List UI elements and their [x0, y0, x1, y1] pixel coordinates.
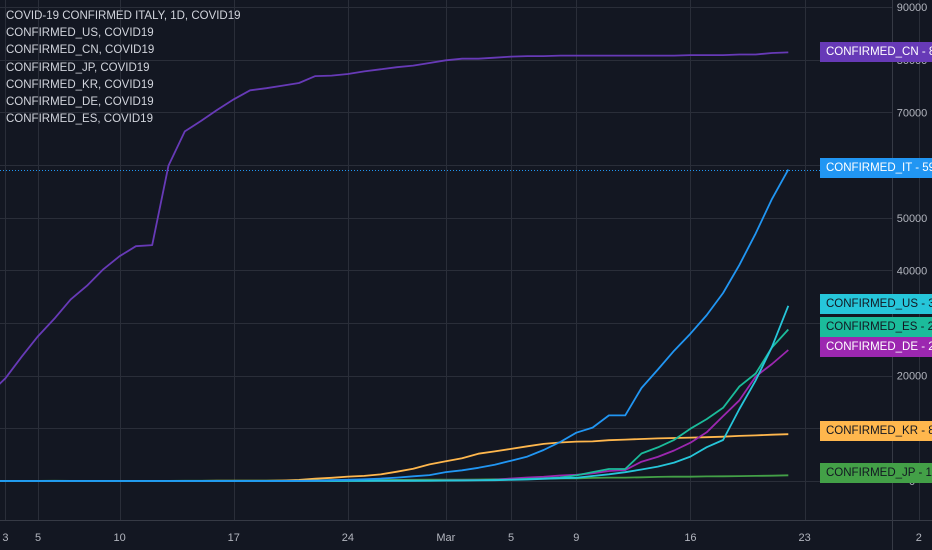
last-value-tag-cn: CONFIRMED_CN - 81397: [820, 42, 932, 62]
legend-item-es[interactable]: CONFIRMED_ES, COVID19: [6, 113, 153, 126]
x-tick-label: 3: [2, 532, 8, 544]
price-scale[interactable]: 9000080000700005000040000200000: [897, 2, 928, 488]
series-line-us: [0, 305, 790, 482]
grid: [0, 0, 920, 520]
x-tick-label: 16: [684, 532, 696, 544]
legend-item-us[interactable]: CONFIRMED_US, COVID19: [6, 27, 154, 40]
series-line-de: [0, 349, 789, 482]
x-tick-label: Mar: [436, 532, 455, 544]
y-tick-label: 70000: [897, 107, 928, 119]
x-tick-label: 2: [916, 532, 922, 544]
series-lines: [0, 51, 790, 482]
last-value-tag-jp: CONFIRMED_JP - 1086: [820, 463, 932, 483]
x-tick-label: 23: [798, 532, 810, 544]
legend-main-title[interactable]: COVID-19 CONFIRMED ITALY, 1D, COVID19: [6, 10, 241, 22]
y-tick-label: 90000: [897, 2, 928, 14]
last-value-tag-it: CONFIRMED_IT - 59138: [820, 158, 932, 178]
y-tick-label: 50000: [897, 213, 928, 225]
x-tick-label: 9: [573, 532, 579, 544]
last-value-tag-us: CONFIRMED_US - 33272: [820, 294, 932, 314]
x-tick-label: 10: [113, 532, 125, 544]
series-line-es: [0, 328, 789, 482]
last-value-tag-de: CONFIRMED_DE - 24873: [820, 337, 932, 357]
y-tick-label: 40000: [897, 265, 928, 277]
series-line-cn: [0, 51, 789, 385]
last-value-tag-es: CONFIRMED_ES - 28768: [820, 317, 932, 337]
last-value-tag-kr: CONFIRMED_KR - 8897: [820, 421, 932, 441]
legend-item-cn[interactable]: CONFIRMED_CN, COVID19: [6, 44, 155, 57]
legend-item-jp[interactable]: CONFIRMED_JP, COVID19: [6, 61, 150, 74]
x-tick-label: 5: [35, 532, 41, 544]
legend-item-kr[interactable]: CONFIRMED_KR, COVID19: [6, 78, 154, 91]
x-tick-label: 17: [228, 532, 240, 544]
legend: COVID-19 CONFIRMED ITALY, 1D, COVID19 CO…: [6, 8, 241, 128]
legend-item-de[interactable]: CONFIRMED_DE, COVID19: [6, 96, 154, 109]
time-scale[interactable]: 3 5 10 17 24 Mar 5 9 16 23 2: [2, 532, 921, 544]
x-tick-label: 24: [342, 532, 354, 544]
series-line-it: [0, 169, 790, 482]
x-tick-label: 5: [508, 532, 514, 544]
y-tick-label: 20000: [897, 371, 928, 383]
